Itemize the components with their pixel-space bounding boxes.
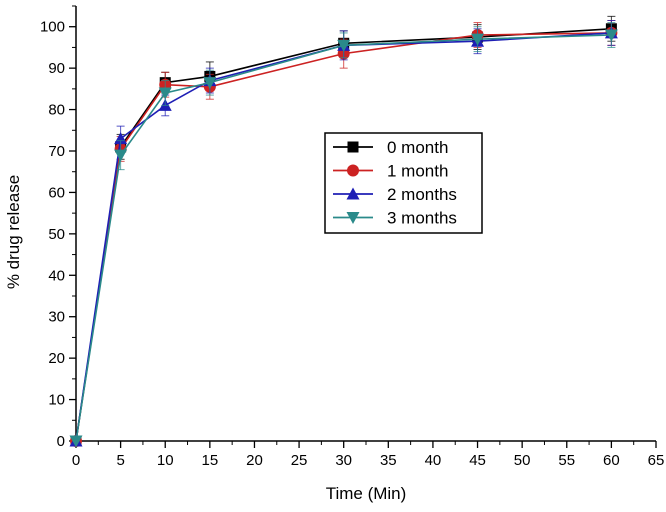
- x-tick-label: 30: [335, 452, 352, 469]
- data-point: [158, 87, 172, 100]
- series-line: [75, 27, 612, 442]
- legend-label: 3 months: [387, 209, 457, 228]
- y-tick-label: 70: [48, 143, 65, 160]
- y-axis-title: % drug release: [4, 175, 23, 289]
- x-tick-label: 35: [380, 452, 397, 469]
- legend-label: 2 months: [387, 185, 457, 204]
- x-tick-label: 15: [202, 452, 219, 469]
- data-point: [471, 33, 485, 46]
- x-tick-label: 55: [558, 452, 575, 469]
- y-tick-label: 20: [48, 350, 65, 367]
- data-point: [114, 149, 128, 162]
- legend-marker: [346, 187, 360, 200]
- x-tick-label: 5: [116, 452, 124, 469]
- x-tick-label: 50: [514, 452, 531, 469]
- y-tick-label: 60: [48, 184, 65, 201]
- x-tick-label: 20: [246, 452, 263, 469]
- y-tick-label: 40: [48, 267, 65, 284]
- x-tick-label: 45: [469, 452, 486, 469]
- x-tick-label: 0: [72, 452, 80, 469]
- y-tick-label: 50: [48, 226, 65, 243]
- x-tick-label: 10: [157, 452, 174, 469]
- x-axis-title: Time (Min): [326, 484, 407, 503]
- x-tick-label: 40: [425, 452, 442, 469]
- y-tick-label: 30: [48, 309, 65, 326]
- x-tick-label: 65: [648, 452, 665, 469]
- y-tick-label: 80: [48, 102, 65, 119]
- plot-layer: 0 5 10 15 20 25 30 35 40 45 50 55 60 65 0 10 20 30 40 50 60 7…: [40, 5, 665, 469]
- y-tick-label: 100: [40, 19, 65, 36]
- y-tick-label: 10: [48, 392, 65, 409]
- data-point: [203, 77, 217, 90]
- y-tick-label: 90: [48, 60, 65, 77]
- data-point: [69, 435, 83, 448]
- legend-label: 1 month: [387, 162, 448, 181]
- legend-marker: [347, 164, 359, 177]
- legend-marker: [346, 212, 360, 224]
- legend: 0 month 1 month 2 months 3 months: [324, 132, 483, 234]
- x-tick-label: 60: [603, 452, 620, 469]
- data-point: [337, 39, 351, 52]
- legend-label: 0 month: [387, 138, 448, 157]
- legend-marker: [347, 141, 359, 153]
- x-tick-label: 25: [291, 452, 308, 469]
- y-tick-label: 0: [57, 433, 65, 450]
- data-point: [604, 29, 618, 42]
